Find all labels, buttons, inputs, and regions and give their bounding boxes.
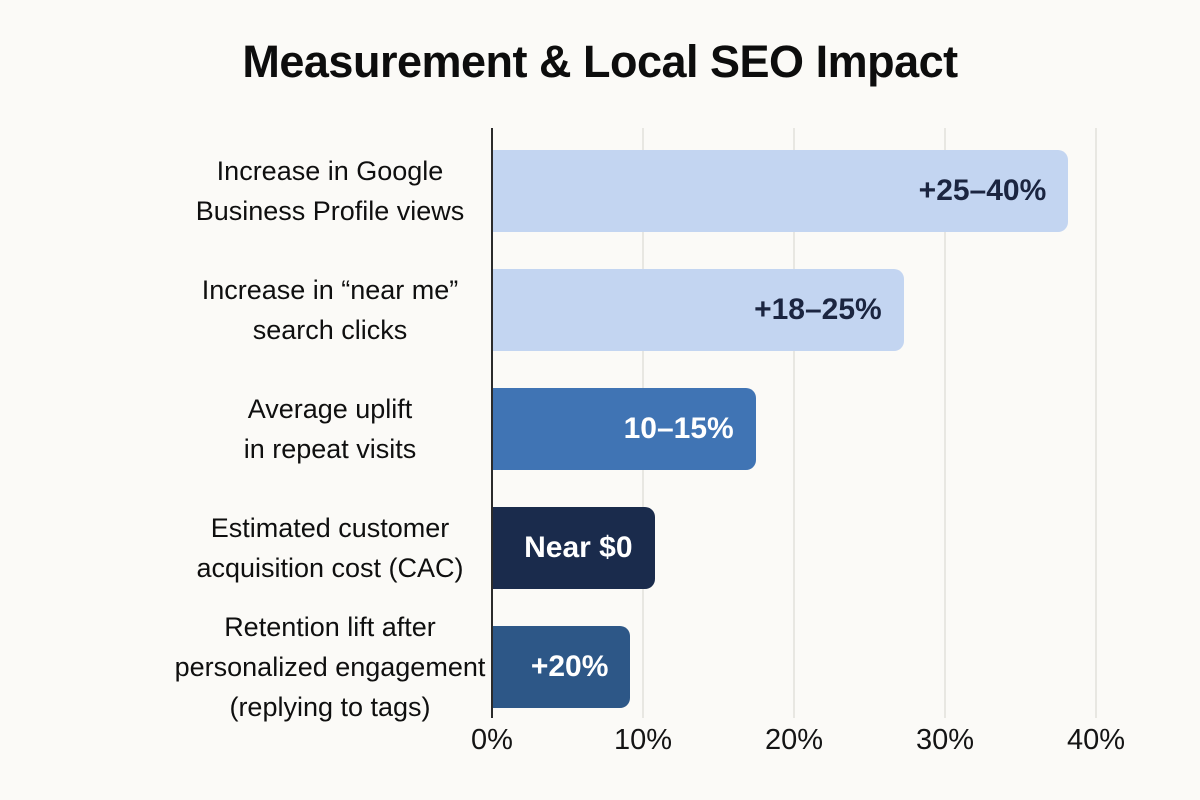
category-label-1: Increase in “near me” search clicks — [130, 270, 530, 350]
category-label-line: in repeat visits — [243, 434, 417, 464]
category-label-2: Average uplift in repeat visits — [130, 389, 530, 469]
x-tick-label-40: 40% — [1066, 724, 1126, 756]
bar-1: +18–25% — [493, 269, 904, 351]
bar-value-label-1: +18–25% — [754, 293, 882, 326]
bar-value-label-2: 10–15% — [623, 412, 734, 445]
category-label-line: Retention lift after — [224, 612, 436, 642]
bar-4: +20% — [493, 626, 631, 708]
category-label-line: Average uplift — [247, 394, 413, 424]
bar-value-label-4: +20% — [530, 650, 609, 683]
x-tick-label-0: 0% — [471, 724, 513, 756]
x-tick-label-30: 30% — [915, 724, 975, 756]
chart-title: Measurement & Local SEO Impact — [242, 36, 958, 87]
bar-value-label-3: Near $0 — [524, 531, 633, 564]
x-tick-label-20: 20% — [764, 724, 824, 756]
gridline-30 — [944, 128, 946, 718]
y-axis-line — [491, 128, 493, 718]
gridline-40 — [1095, 128, 1097, 718]
category-label-line: acquisition cost (CAC) — [196, 553, 464, 583]
category-label-4: Retention lift after personalized engagem… — [130, 607, 530, 727]
category-label-line: personalized engagement — [174, 652, 486, 682]
category-label-line: Increase in “near me” — [201, 275, 459, 305]
category-label-line: Increase in Google — [216, 156, 444, 186]
x-tick-label-10: 10% — [613, 724, 673, 756]
category-label-3: Estimated customer acquisition cost (CAC) — [130, 508, 530, 588]
bar-2: 10–15% — [493, 388, 756, 470]
bar-3: Near $0 — [493, 507, 655, 589]
category-label-0: Increase in Google Business Profile views — [130, 151, 530, 231]
category-label-line: (replying to tags) — [229, 692, 431, 722]
category-label-line: search clicks — [252, 315, 408, 345]
bar-value-label-0: +25–40% — [918, 174, 1047, 207]
category-label-line: Business Profile views — [195, 196, 465, 226]
category-label-line: Estimated customer — [210, 513, 450, 543]
bar-0: +25–40% — [493, 150, 1069, 232]
gridline-20 — [793, 128, 795, 718]
